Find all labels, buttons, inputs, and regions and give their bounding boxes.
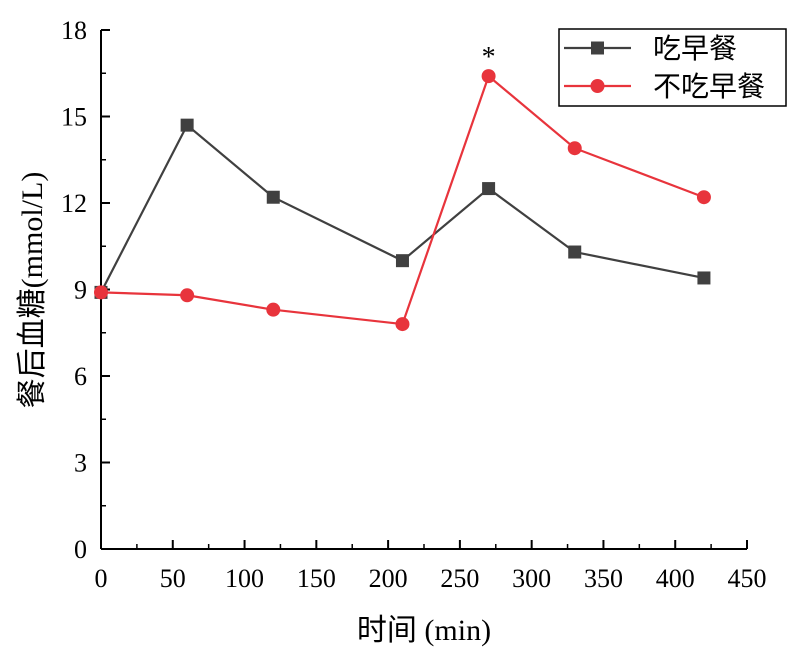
data-point [266,190,280,204]
y-tick-label: 3 [74,449,87,478]
data-point [395,254,409,268]
x-tick-label: 350 [584,564,623,593]
data-point [180,118,194,132]
series-layer [94,69,711,332]
data-point [180,288,195,303]
legend-item: 不吃早餐 [564,71,765,103]
y-tick-label: 0 [74,535,87,564]
x-tick-label: 250 [440,564,479,593]
tick-marks [100,29,748,550]
y-tick-label: 18 [61,16,87,45]
data-point [481,69,496,84]
x-tick-label: 450 [728,564,767,593]
y-tick-label: 15 [61,103,87,132]
series-line [100,74,705,326]
y-tick-label: 6 [74,362,87,391]
significance-marker: * [482,42,496,73]
data-point [697,271,711,285]
data-point [266,302,281,317]
y-tick-label: 9 [74,276,87,305]
legend-swatch-marker [590,79,605,93]
y-axis-title: 餐后血糖(mmol/L) [16,172,49,409]
x-tick-label: 100 [225,564,264,593]
legend-label: 不吃早餐 [653,71,765,103]
legend-swatch-marker [591,41,604,55]
data-point [395,317,410,332]
annotation-layer: * [482,42,496,73]
x-tick-label: 0 [95,564,108,593]
legend-label: 吃早餐 [653,33,737,65]
series-1 [94,118,711,299]
x-tick-label: 200 [369,564,408,593]
data-point [696,190,711,205]
x-tick-label: 300 [512,564,551,593]
data-point [482,182,496,196]
data-point [567,141,582,156]
x-axis-title: 时间 (min) [357,614,491,647]
data-point [94,285,108,300]
legend-item: 吃早餐 [564,33,737,65]
axes [100,30,747,550]
x-tick-label: 150 [297,564,336,593]
data-point [568,245,582,259]
x-tick-label: 50 [160,564,186,593]
y-tick-label: 12 [61,189,87,218]
tick-labels: 0 50 100 150 200 250 300 350 400 450 0 3 6 9 12 15 18 [61,16,767,593]
x-tick-label: 400 [656,564,695,593]
series-2 [94,69,711,332]
series-line [100,123,705,293]
